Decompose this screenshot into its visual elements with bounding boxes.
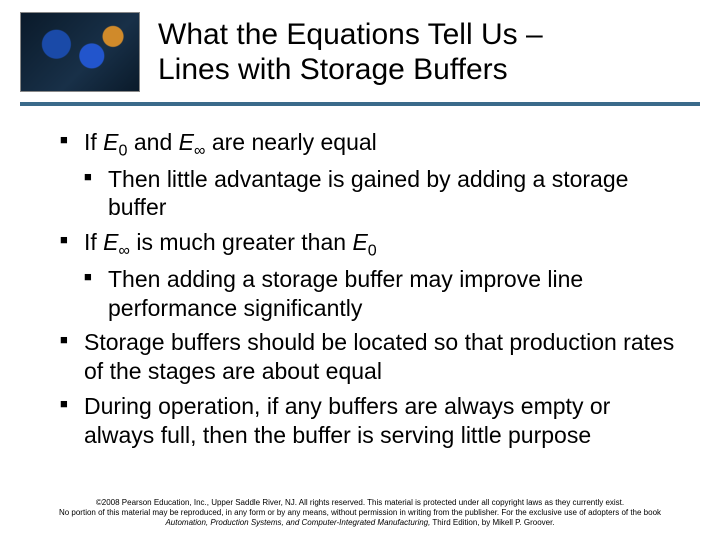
slide-body: If E0 and E∞ are nearly equal Then littl… — [0, 106, 720, 449]
bullet-item: During operation, if any buffers are alw… — [60, 392, 680, 450]
header-image — [20, 12, 140, 92]
var: E — [179, 129, 194, 155]
text: and — [127, 129, 178, 155]
bullet-item: If E0 and E∞ are nearly equal Then littl… — [60, 128, 680, 222]
var: E — [103, 129, 118, 155]
subscript: ∞ — [194, 142, 205, 160]
subscript: ∞ — [119, 242, 130, 260]
text: are nearly equal — [205, 129, 376, 155]
text: If — [84, 229, 103, 255]
subscript: 0 — [368, 242, 377, 260]
bullet-list: If E0 and E∞ are nearly equal Then littl… — [60, 128, 680, 449]
slide-title-line1: What the Equations Tell Us – — [158, 18, 543, 53]
var: E — [103, 229, 118, 255]
text: Third Edition, by Mikell P. Groover. — [430, 518, 554, 527]
text: No portion of this material may be repro… — [59, 508, 661, 517]
copyright-footer: ©2008 Pearson Education, Inc., Upper Sad… — [0, 498, 720, 528]
footer-line: ©2008 Pearson Education, Inc., Upper Sad… — [30, 498, 690, 508]
footer-line: No portion of this material may be repro… — [30, 508, 690, 528]
sub-bullet-item: Then adding a storage buffer may improve… — [84, 265, 680, 323]
bullet-item: Storage buffers should be located so tha… — [60, 328, 680, 386]
sub-list: Then adding a storage buffer may improve… — [84, 265, 680, 323]
slide: What the Equations Tell Us – Lines with … — [0, 0, 720, 540]
sub-list: Then little advantage is gained by addin… — [84, 165, 680, 223]
sub-bullet-item: Then little advantage is gained by addin… — [84, 165, 680, 223]
book-title: Automation, Production Systems, and Comp… — [165, 518, 430, 527]
text: If — [84, 129, 103, 155]
var: E — [352, 229, 367, 255]
slide-title-line2: Lines with Storage Buffers — [158, 53, 543, 88]
bullet-item: If E∞ is much greater than E0 Then addin… — [60, 228, 680, 322]
slide-header: What the Equations Tell Us – Lines with … — [0, 0, 720, 92]
text: is much greater than — [130, 229, 352, 255]
title-block: What the Equations Tell Us – Lines with … — [140, 12, 543, 87]
